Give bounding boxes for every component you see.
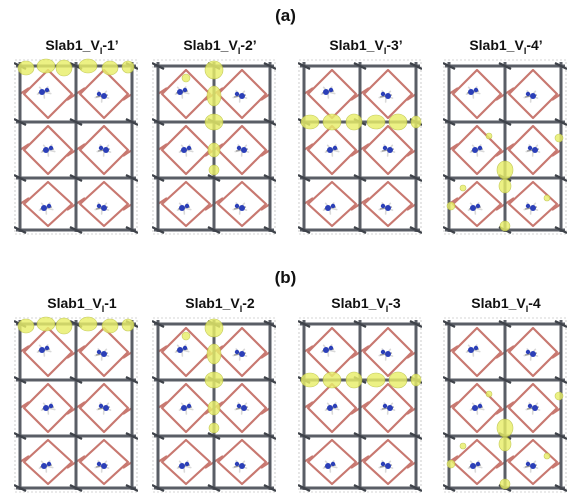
structure-panel-a1 — [14, 58, 138, 236]
panel-a2-title: Slab1_VI-2’ — [183, 37, 257, 56]
structure-panel-b3 — [298, 316, 422, 494]
structure-panel-b4 — [443, 316, 567, 494]
panel-b1-title: Slab1_VI-1 — [47, 295, 117, 314]
structure-panel-b1 — [14, 316, 138, 494]
panel-b4-title: Slab1_VI-4 — [471, 295, 541, 314]
panel-a3-title: Slab1_VI-3’ — [329, 37, 403, 56]
row-a-label: (a) — [275, 6, 296, 25]
structure-panel-a3 — [298, 58, 422, 236]
panel-a1-title: Slab1_VI-1’ — [45, 37, 119, 56]
panel-a4-title: Slab1_VI-4’ — [469, 37, 543, 56]
row-b-label: (b) — [274, 268, 297, 287]
structure-panel-b2 — [152, 316, 276, 494]
panel-b2-title: Slab1_VI-2 — [185, 295, 255, 314]
structure-panel-a2 — [152, 58, 276, 236]
panel-b3-title: Slab1_VI-3 — [331, 295, 401, 314]
structure-panel-a4 — [443, 58, 567, 236]
